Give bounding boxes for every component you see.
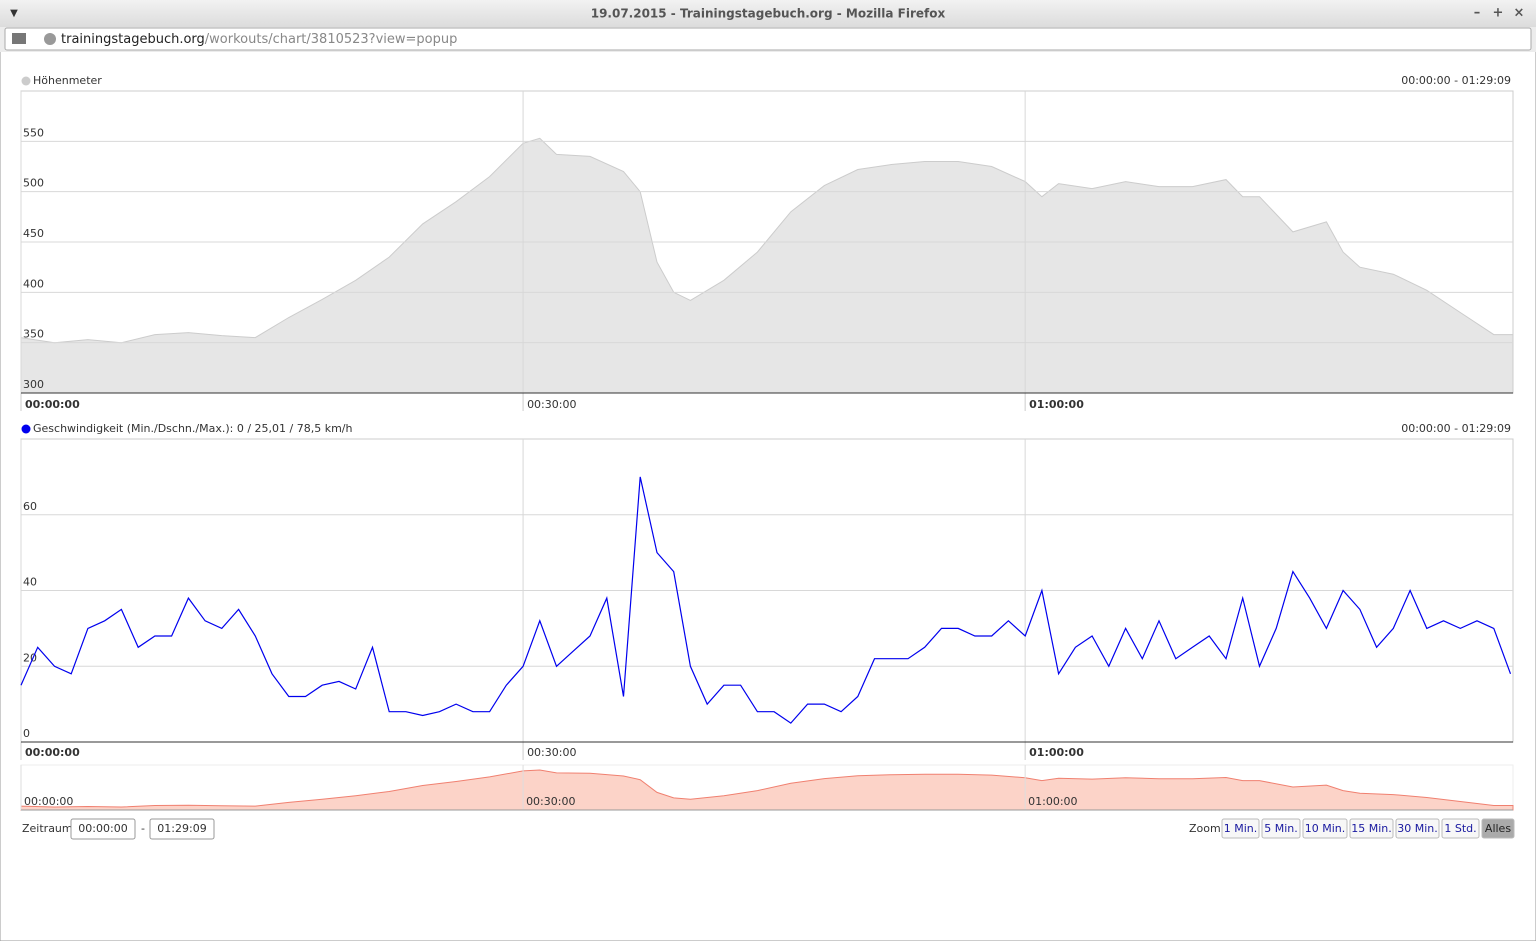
- y-tick-label: 20: [23, 651, 37, 664]
- to-value: 01:29:09: [157, 822, 206, 835]
- zoom-button[interactable]: [1261, 818, 1301, 839]
- menu-icon[interactable]: ▼: [10, 8, 18, 19]
- separator: -: [141, 822, 145, 835]
- url-path: /workouts/chart/3810523?view=popup: [205, 32, 458, 47]
- x-tick-label: 00:30:00: [527, 746, 576, 759]
- zoom-button-label: 15 Min.: [1351, 822, 1392, 835]
- y-tick-label: 0: [23, 727, 30, 740]
- navigator-area: [20, 769, 1514, 811]
- y-tick-label: 40: [23, 576, 37, 589]
- navigator-label: 00:00:00: [24, 795, 73, 808]
- from-input[interactable]: [70, 818, 136, 840]
- y-tick-label: 300: [23, 378, 44, 391]
- title-bar: [0, 0, 1536, 27]
- zoom-button-label: 10 Min.: [1305, 822, 1346, 835]
- range-label: 00:00:00 - 01:29:09: [1401, 74, 1511, 87]
- area: [20, 137, 1514, 394]
- maximize[interactable]: +: [1493, 6, 1504, 21]
- zoom-button[interactable]: [1441, 818, 1480, 839]
- from-value: 00:00:00: [78, 822, 127, 835]
- y-tick-label: 500: [23, 177, 44, 190]
- x-tick-label: 01:00:00: [1029, 746, 1084, 759]
- legend-dot: [21, 76, 31, 86]
- to-input[interactable]: [149, 818, 215, 840]
- y-tick-label: 550: [23, 126, 44, 139]
- y-tick-label: 350: [23, 328, 44, 341]
- zoom-button-label: 5 Min.: [1264, 822, 1298, 835]
- x-tick-label: 00:30:00: [527, 398, 576, 411]
- chart-title: Höhenmeter: [33, 74, 102, 87]
- range-caption: Zeitraum:: [22, 822, 76, 835]
- x-tick-label: 00:00:00: [25, 746, 80, 759]
- close[interactable]: ×: [1514, 6, 1525, 21]
- tab-icon: [12, 33, 26, 44]
- navigator-label: 00:30:00: [526, 795, 575, 808]
- zoom-button[interactable]: [1302, 818, 1348, 839]
- y-tick-label: 400: [23, 277, 44, 290]
- y-tick-label: 450: [23, 227, 44, 240]
- range-label: 00:00:00 - 01:29:09: [1401, 422, 1511, 435]
- zoom-button[interactable]: [1395, 818, 1440, 839]
- url-host: trainingstagebuch.org: [61, 32, 205, 47]
- site-icon: [44, 33, 56, 45]
- zoom-button[interactable]: [1349, 818, 1394, 839]
- minimize[interactable]: –: [1474, 6, 1481, 21]
- url: trainingstagebuch.org/workouts/chart/381…: [61, 32, 457, 47]
- url-box[interactable]: [4, 27, 1532, 51]
- zoom-button-label: 1 Min.: [1224, 822, 1258, 835]
- zoom-button[interactable]: [1481, 818, 1515, 839]
- zoom-button[interactable]: [1221, 818, 1260, 839]
- chart-title: Geschwindigkeit (Min./Dschn./Max.): 0 / …: [33, 422, 353, 435]
- x-tick-label: 00:00:00: [25, 398, 80, 411]
- line: [20, 476, 1512, 724]
- navigator-label: 01:00:00: [1028, 795, 1077, 808]
- window-title: 19.07.2015 - Trainingstagebuch.org - Moz…: [591, 7, 946, 21]
- y-tick-label: 60: [23, 500, 37, 513]
- zoom-button-label: 30 Min.: [1397, 822, 1438, 835]
- zoom-button-label: Alles: [1485, 822, 1511, 835]
- zoom-button-label: 1 Std.: [1444, 822, 1476, 835]
- legend-dot: [21, 424, 31, 434]
- zoom-caption: Zoom:: [1189, 822, 1224, 835]
- x-tick-label: 01:00:00: [1029, 398, 1084, 411]
